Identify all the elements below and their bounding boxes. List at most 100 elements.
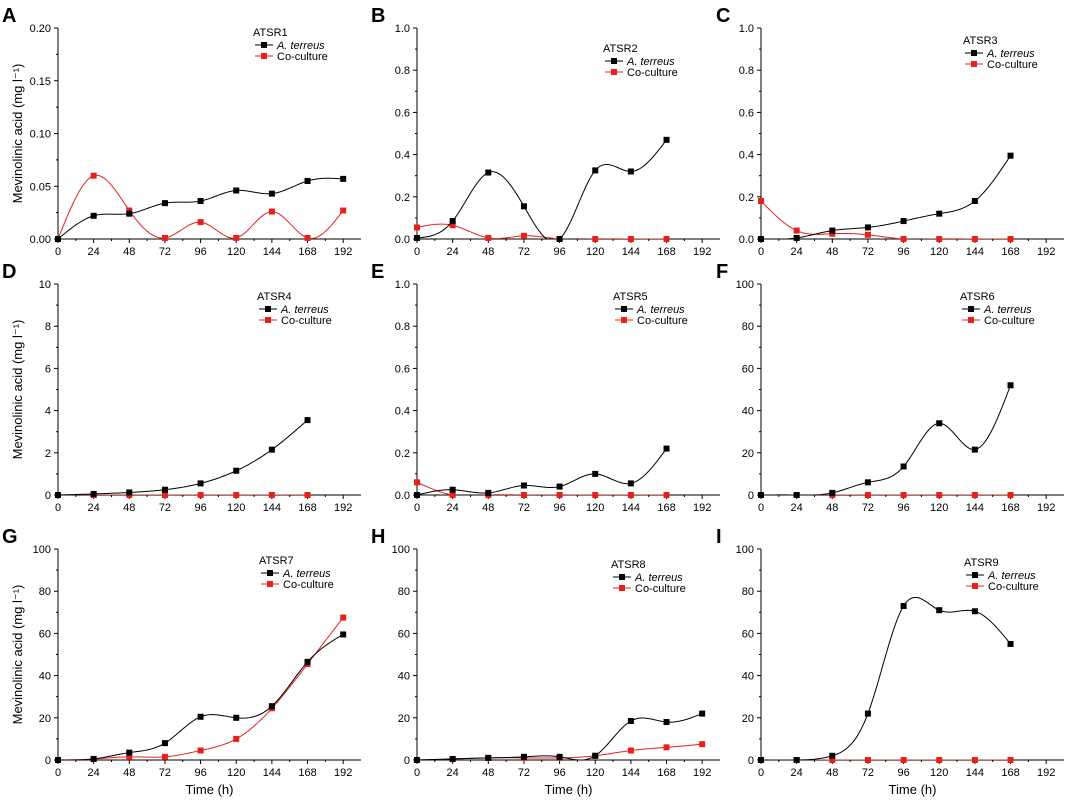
data-point-a-terreus: [520, 482, 527, 489]
data-point-a-terreus: [161, 200, 168, 207]
data-point-co-culture: [485, 234, 492, 241]
y-tick-label: 20: [742, 448, 754, 460]
x-tick-label: 0: [758, 767, 764, 779]
y-tick-label: 40: [742, 671, 754, 683]
data-point-a-terreus: [449, 486, 456, 493]
y-axis-title: Mevinolinic acid (mg l⁻¹): [10, 320, 25, 460]
data-point-a-terreus: [1007, 640, 1014, 647]
series-line-co-culture: [417, 223, 667, 239]
data-point-co-culture: [900, 757, 907, 763]
legend-label: A. terreus: [636, 304, 685, 316]
data-point-a-terreus: [900, 602, 907, 609]
x-tick-label: 72: [862, 767, 874, 779]
y-tick-label: 2: [45, 448, 51, 460]
data-point-co-culture: [793, 227, 800, 234]
data-point-a-terreus: [699, 710, 706, 717]
x-tick-label: 96: [553, 767, 565, 779]
x-tick-label: 192: [334, 502, 352, 514]
x-tick-label: 48: [482, 246, 494, 258]
data-point-co-culture: [414, 224, 420, 231]
y-tick-label: 0.10: [30, 129, 51, 141]
legend-label: Co-culture: [281, 315, 332, 327]
legend-marker: [972, 583, 978, 589]
panel-i: 0 24 48 72 96 120 144 168 192 0 20 40 60 80 100 I Time (…: [716, 526, 1064, 797]
x-tick-label: 192: [1037, 502, 1055, 514]
x-tick-label: 24: [447, 246, 459, 258]
x-tick-label: 144: [263, 502, 281, 514]
x-tick-label: 96: [897, 246, 909, 258]
x-tick-label: 24: [88, 502, 100, 514]
data-point-a-terreus: [233, 714, 240, 721]
data-point-a-terreus: [1007, 152, 1014, 159]
data-point-a-terreus: [268, 190, 275, 197]
x-tick-label: 144: [966, 767, 984, 779]
panel-letter: I: [716, 526, 722, 548]
y-tick-label: 0.6: [739, 107, 754, 119]
legend-entry: Co-culture: [259, 315, 332, 327]
x-tick-label: 96: [897, 502, 909, 514]
x-tick-label: 120: [586, 502, 604, 514]
legend-marker: [619, 585, 625, 591]
x-tick-label: 192: [334, 246, 352, 258]
data-point-a-terreus: [485, 169, 492, 176]
data-point-co-culture: [449, 492, 456, 498]
x-tick-label: 120: [930, 246, 948, 258]
legend-marker: [265, 306, 271, 312]
legend-label: A. terreus: [983, 304, 1032, 316]
legend-entry: Co-culture: [966, 581, 1039, 593]
data-point-a-terreus: [161, 740, 168, 747]
data-point-a-terreus: [1007, 382, 1014, 389]
legend-label: A. terreus: [276, 40, 325, 52]
data-point-co-culture: [1007, 236, 1014, 242]
data-point-co-culture: [663, 492, 670, 498]
data-point-a-terreus: [197, 713, 204, 720]
data-point-a-terreus: [233, 187, 240, 194]
legend-marker: [611, 58, 617, 64]
panel-letter: F: [716, 261, 728, 283]
legend-entry: A. terreus: [615, 304, 685, 316]
data-point-a-terreus: [971, 608, 978, 615]
y-tick-label: 0.05: [30, 181, 51, 193]
data-point-co-culture: [627, 492, 634, 498]
legend-marker: [611, 69, 617, 75]
x-tick-label: 48: [123, 767, 135, 779]
data-point-co-culture: [126, 753, 133, 760]
x-tick-label: 24: [447, 767, 459, 779]
x-tick-label: 168: [298, 246, 316, 258]
legend-entry: Co-culture: [613, 583, 686, 595]
legend-entry: A. terreus: [965, 48, 1035, 60]
panel-b: 0 24 48 72 96 120 144 168 192 0.0 0.2 0.4 0.6 0.8 1.0 B…: [371, 5, 720, 258]
x-tick-label: 48: [826, 246, 838, 258]
panel-letter: G: [2, 526, 18, 548]
x-tick-label: 120: [227, 502, 245, 514]
x-tick-label: 0: [55, 502, 61, 514]
data-point-a-terreus: [414, 757, 420, 763]
x-tick-label: 168: [298, 767, 316, 779]
data-point-a-terreus: [971, 198, 978, 205]
panel-letter: A: [2, 5, 16, 27]
legend-entry: A. terreus: [613, 572, 683, 584]
series-line-a-terreus: [58, 634, 344, 760]
data-point-co-culture: [268, 208, 275, 215]
x-tick-label: 24: [791, 767, 803, 779]
x-tick-label: 48: [123, 502, 135, 514]
legend-title: ATSR9: [964, 557, 999, 569]
data-point-a-terreus: [520, 753, 527, 760]
y-tick-label: 0: [748, 755, 754, 767]
legend-entry: A. terreus: [962, 304, 1032, 316]
data-point-a-terreus: [936, 420, 943, 427]
data-point-a-terreus: [126, 749, 133, 756]
y-tick-label: 0.8: [395, 321, 410, 333]
y-tick-label: 0.0: [395, 234, 410, 246]
x-tick-label: 120: [227, 767, 245, 779]
x-tick-label: 0: [414, 246, 420, 258]
legend-marker: [968, 306, 974, 312]
y-tick-label: 100: [736, 544, 754, 556]
legend-entry: Co-culture: [615, 315, 688, 327]
x-tick-label: 168: [298, 502, 316, 514]
data-point-a-terreus: [592, 167, 599, 174]
x-tick-label: 0: [55, 246, 61, 258]
data-point-a-terreus: [55, 236, 61, 242]
x-tick-label: 144: [263, 246, 281, 258]
data-point-co-culture: [340, 614, 347, 621]
